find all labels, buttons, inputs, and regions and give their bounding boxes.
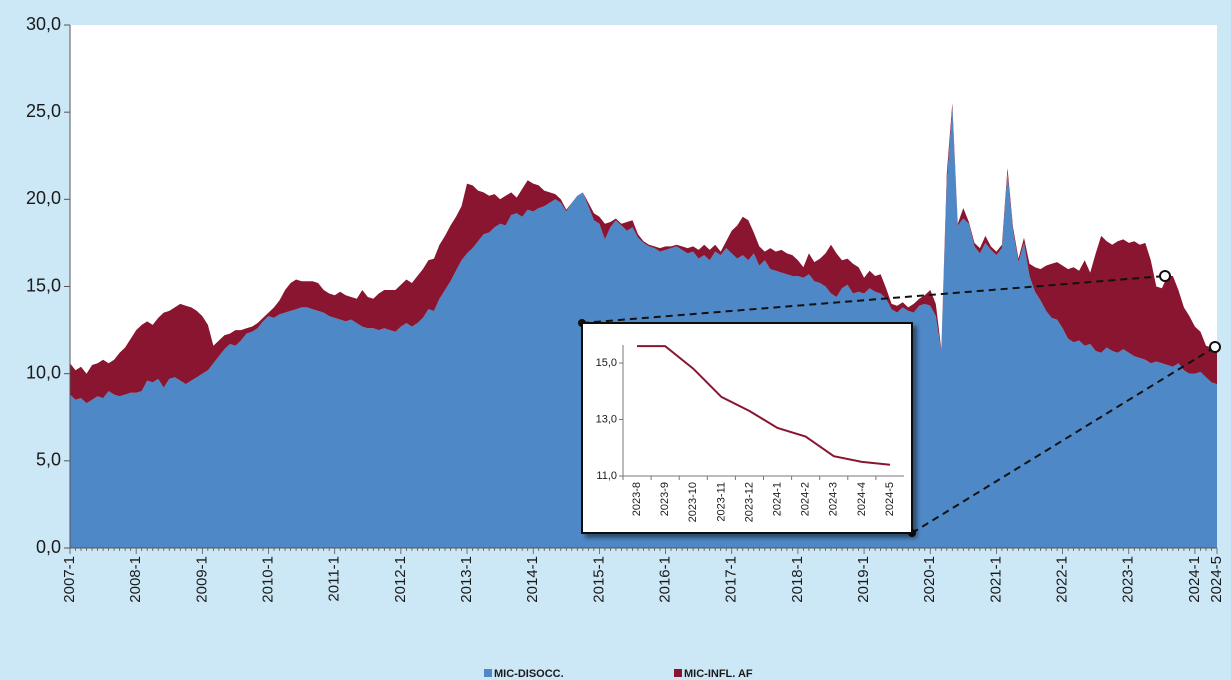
y-tick-label: 15,0 [596,357,617,369]
x-tick-label: 2023-12 [743,482,755,522]
x-tick-label: 2023-11 [715,482,727,522]
y-tick-label: 15,0 [26,275,61,295]
legend-swatch [674,669,682,677]
connector-end [1209,341,1221,353]
x-tick-label: 2023-8 [631,482,643,516]
x-tick-label: 2015-1 [590,556,607,603]
connector-end [1159,270,1171,282]
x-tick-label: 2012-1 [392,556,409,603]
x-tick-label: 2024-1 [771,482,783,516]
x-tick-label: 2022-1 [1054,556,1071,603]
x-tick-label: 2010-1 [259,556,276,603]
legend-swatch [484,669,492,677]
connectors [578,270,1221,537]
legend-label: MIC-INFL. AF [684,668,753,680]
x-tick-label: 2013-1 [458,556,475,603]
x-tick-label: 2020-1 [921,556,938,603]
x-tick-label: 2023-10 [687,482,699,522]
x-tick-label: 2024-3 [828,482,840,516]
x-tick-label: 2024-4 [856,482,868,516]
x-tick-label: 2007-1 [61,556,78,603]
inset-frame [581,322,913,534]
inset-chart: 11,0 13,0 15,0 2023-8 2023-9 2023-10 2023-11 20… [596,345,904,522]
y-tick-label: 0,0 [36,537,61,557]
connector [581,275,1166,324]
x-tick-label: 2024-5 [1208,556,1225,603]
y-tick-label: 25,0 [26,101,61,121]
y-tick-label: 13,0 [596,413,617,425]
x-tick-label: 2023-1 [1120,556,1137,603]
y-tick-label: 10,0 [26,362,61,382]
legend-label: MIC-DISOCC. [494,668,564,680]
area [70,103,1217,404]
x-tick-label: 2024-2 [800,482,812,516]
x-tick-label: 2024-1 [1186,556,1203,603]
x-tick-label: 2023-9 [659,482,671,516]
x-tick-label: 2014-1 [524,556,541,603]
x-tick-label: 2019-1 [855,556,872,603]
x-tick-label: 2017-1 [723,556,740,603]
x-tick-label: 2008-1 [127,556,144,603]
line [637,345,891,466]
x-tick-label: 2021-1 [987,556,1004,603]
x-tick-label: 2009-1 [193,556,210,603]
x-tick-label: 2011-1 [326,556,343,602]
y-tick-label: 11,0 [596,470,617,482]
y-tick-label: 5,0 [36,450,61,470]
y-tick-label: 30,0 [26,14,61,34]
x-tick-label: 2018-1 [789,556,806,603]
legend: MIC-DISOCC. MIC-INFL. AF [484,668,753,680]
x-tick-label: 2024-5 [884,482,896,516]
x-tick-label: 2016-1 [657,556,674,603]
y-tick-label: 20,0 [26,188,61,208]
